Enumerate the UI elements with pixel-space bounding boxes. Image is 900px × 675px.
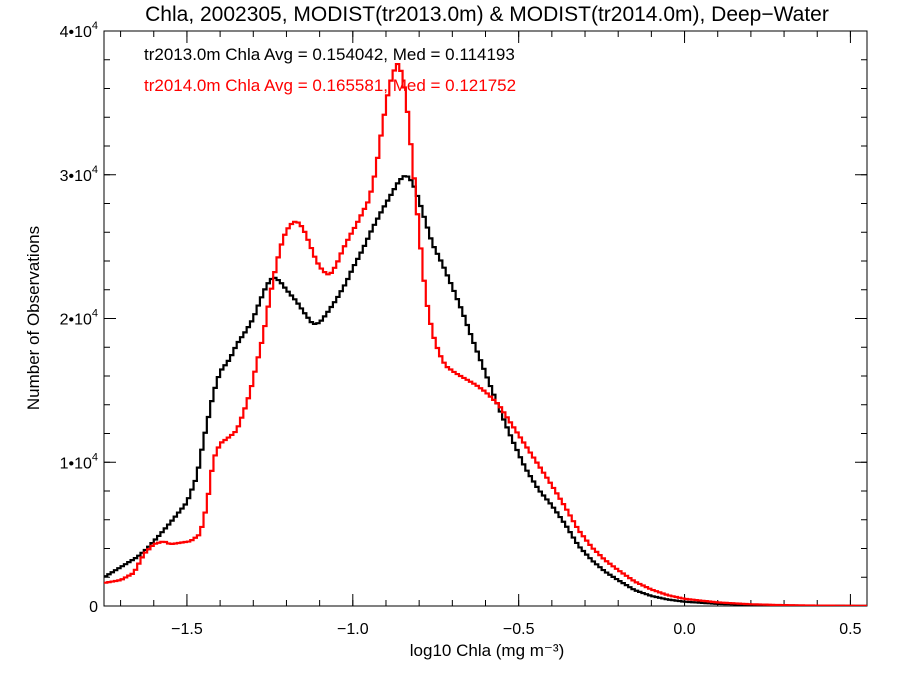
y-tick-label: 1•104 xyxy=(60,451,98,472)
x-axis-label: log10 Chla (mg m⁻³) xyxy=(410,641,564,660)
y-tick-labels: 0 1•104 2•104 3•104 4•104 xyxy=(60,20,99,616)
series-line-tr2014 xyxy=(104,62,867,606)
x-tick-label: −0.5 xyxy=(503,621,535,638)
x-tick-label: 0.5 xyxy=(839,621,861,638)
x-tick-label: −1.5 xyxy=(171,621,203,638)
y-tick-label: 0 xyxy=(89,599,98,616)
y-tick-label: 4•104 xyxy=(60,20,98,41)
x-tick-label: 0.0 xyxy=(673,621,695,638)
annotation-tr2013: tr2013.0m Chla Avg = 0.154042, Med = 0.1… xyxy=(144,45,515,64)
plot-frame xyxy=(103,30,868,607)
axis-ticks xyxy=(104,30,867,607)
x-tick-labels: −1.5 −1.0 −0.5 0.0 0.5 xyxy=(171,621,861,638)
x-tick-label: −1.0 xyxy=(337,621,369,638)
y-tick-label: 3•104 xyxy=(60,164,98,185)
y-axis-label: Number of Observations xyxy=(24,226,43,410)
chart-title: Chla, 2002305, MODIST(tr2013.0m) & MODIS… xyxy=(145,3,829,26)
annotation-tr2014: tr2014.0m Chla Avg = 0.165581, Med = 0.1… xyxy=(144,76,516,95)
y-tick-label: 2•104 xyxy=(60,308,98,329)
plot-border xyxy=(103,30,868,607)
series-group xyxy=(104,62,867,606)
